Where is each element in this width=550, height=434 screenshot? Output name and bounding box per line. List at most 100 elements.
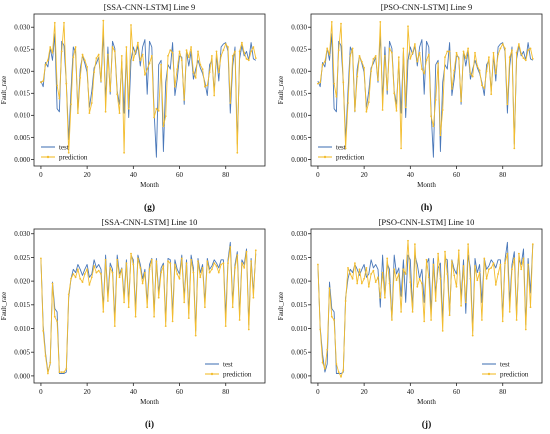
prediction-point — [141, 282, 144, 285]
legend-label-test: test — [223, 360, 233, 368]
prediction-point — [522, 57, 525, 59]
y-tick-label: 0.025 — [14, 46, 30, 54]
prediction-point — [224, 325, 227, 327]
prediction-point — [444, 250, 446, 253]
prediction-point — [363, 277, 365, 280]
prediction-point — [238, 319, 241, 321]
prediction-point — [95, 57, 98, 59]
prediction-point — [531, 243, 534, 246]
prediction-point — [250, 260, 253, 263]
legend-marker-prediction — [46, 155, 50, 159]
x-tick-label: 80 — [499, 171, 507, 179]
prediction-point — [379, 21, 382, 23]
prediction-point — [123, 151, 125, 154]
prediction-point — [518, 252, 520, 255]
prediction-point — [524, 328, 527, 331]
prediction-point — [328, 287, 331, 290]
prediction-point — [439, 134, 442, 137]
prediction-point — [125, 262, 128, 264]
prediction-point — [393, 268, 396, 271]
prediction-point — [160, 63, 163, 66]
x-tick-label: 60 — [176, 388, 184, 396]
prediction-point — [370, 70, 372, 73]
prediction-point — [234, 50, 236, 53]
prediction-point — [224, 43, 227, 45]
x-tick-label: 20 — [361, 171, 369, 179]
prediction-point — [167, 55, 169, 57]
prediction-point — [337, 371, 340, 373]
prediction-point — [358, 268, 361, 271]
prediction-point — [402, 268, 405, 271]
prediction-point — [167, 260, 169, 263]
legend-marker-prediction — [210, 372, 214, 376]
prediction-point — [60, 371, 63, 373]
prediction-point — [321, 63, 324, 66]
prediction-point — [176, 273, 179, 275]
legend: test prediction — [205, 360, 252, 378]
y-tick-label: 0.005 — [291, 134, 307, 142]
prediction-point — [171, 51, 174, 54]
prediction-point — [194, 77, 197, 79]
prediction-point — [414, 243, 416, 246]
prediction-point — [49, 361, 52, 364]
prediction-point — [386, 257, 389, 260]
prediction-point — [409, 281, 412, 283]
prediction-point — [367, 101, 370, 103]
x-tick-label: 80 — [499, 388, 507, 396]
prediction-point — [204, 85, 206, 88]
prediction-point — [113, 50, 116, 53]
prediction-point — [416, 285, 419, 288]
prediction-point — [356, 75, 359, 78]
prediction-point — [79, 277, 82, 280]
prediction-point — [153, 315, 156, 318]
series-line-prediction — [317, 240, 534, 378]
x-axis-label: Month — [140, 181, 159, 189]
prediction-point — [208, 271, 211, 274]
legend-label-test: test — [500, 360, 510, 368]
prediction-point — [160, 271, 163, 274]
prediction-point — [113, 325, 116, 327]
prediction-point — [395, 110, 398, 112]
prediction-point — [178, 277, 181, 280]
prediction-point — [206, 260, 209, 263]
prediction-point — [42, 80, 45, 82]
prediction-point — [86, 66, 88, 68]
prediction-point — [178, 50, 181, 53]
prediction-point — [47, 59, 49, 62]
prediction-point — [213, 94, 216, 97]
prediction-point — [148, 268, 151, 271]
prediction-point — [317, 263, 319, 266]
prediction-point — [448, 50, 451, 53]
prediction-point — [53, 21, 56, 24]
prediction-point — [227, 46, 229, 48]
legend-label-test: test — [59, 143, 69, 151]
series-line-test — [317, 241, 534, 374]
prediction-point — [190, 46, 193, 48]
prediction-point — [118, 112, 121, 114]
x-axis-label: Month — [417, 181, 436, 189]
prediction-point — [176, 68, 179, 70]
legend-label-prediction: prediction — [59, 153, 88, 161]
prediction-point — [529, 47, 532, 50]
prediction-point — [367, 285, 370, 288]
prediction-point — [157, 296, 160, 299]
prediction-point — [238, 50, 241, 53]
prediction-point — [527, 49, 529, 51]
x-tick-label: 0 — [316, 388, 320, 396]
x-tick-label: 40 — [130, 171, 138, 179]
prediction-point — [130, 24, 132, 26]
prediction-point — [471, 75, 474, 78]
prediction-point — [421, 68, 423, 70]
legend: test prediction — [482, 360, 529, 378]
prediction-point — [243, 51, 246, 54]
prediction-point — [381, 271, 384, 274]
prediction-point — [217, 71, 220, 74]
x-tick-label: 80 — [222, 388, 230, 396]
prediction-point — [197, 260, 199, 263]
prediction-point — [467, 243, 469, 246]
prediction-point — [423, 72, 426, 75]
y-tick-label: 0.010 — [291, 325, 307, 333]
x-tick-label: 60 — [453, 388, 461, 396]
prediction-point — [40, 81, 42, 84]
chart-title: [SSA-CNN-LSTM] Line 10 — [102, 217, 198, 227]
